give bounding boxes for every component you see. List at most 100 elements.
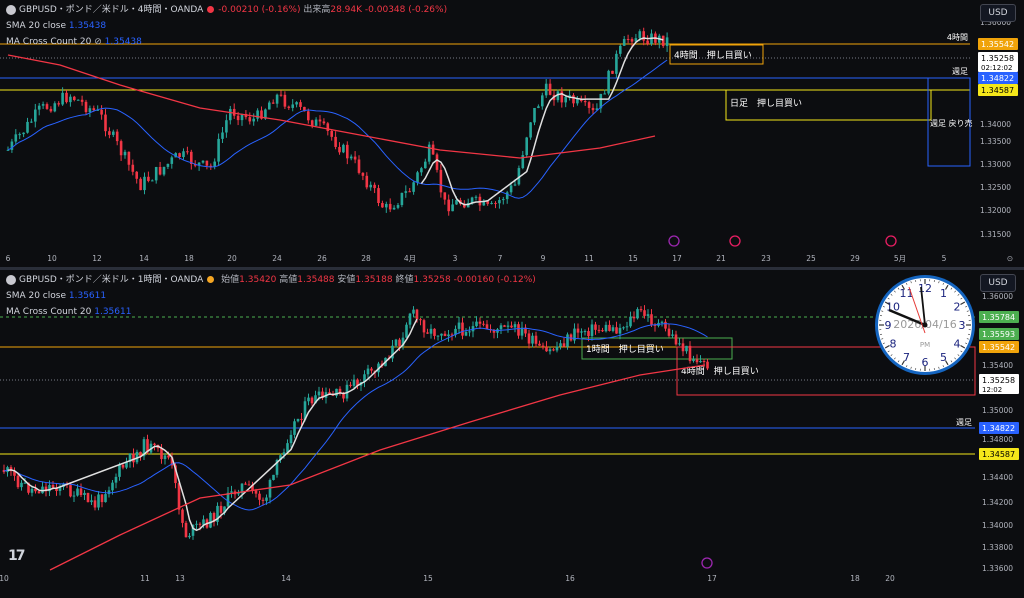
candle-4h-candle[interactable] bbox=[588, 102, 591, 108]
candle-1h-candle[interactable] bbox=[272, 475, 275, 480]
candle-4h-candle[interactable] bbox=[607, 71, 610, 94]
candle-1h-candle[interactable] bbox=[514, 324, 517, 327]
candle-4h-candle[interactable] bbox=[116, 132, 119, 141]
candle-4h-candle[interactable] bbox=[256, 110, 259, 118]
candle-1h-candle[interactable] bbox=[24, 483, 27, 484]
candle-1h-candle[interactable] bbox=[199, 524, 202, 525]
candle-4h-candle[interactable] bbox=[541, 95, 544, 106]
candle-4h-candle[interactable] bbox=[405, 191, 408, 193]
candle-1h-candle[interactable] bbox=[433, 329, 436, 336]
candle-1h-candle[interactable] bbox=[475, 322, 478, 326]
candle-4h-candle[interactable] bbox=[642, 31, 645, 40]
candle-1h-candle[interactable] bbox=[423, 320, 426, 332]
candle-4h-candle[interactable] bbox=[237, 116, 240, 120]
candle-4h-candle[interactable] bbox=[151, 180, 154, 181]
candle-1h-candle[interactable] bbox=[626, 326, 629, 327]
economic-event-icon[interactable] bbox=[730, 236, 740, 246]
candle-1h-candle[interactable] bbox=[367, 369, 370, 375]
candle-1h-candle[interactable] bbox=[255, 491, 258, 494]
candle-4h-candle[interactable] bbox=[73, 97, 76, 100]
candle-1h-candle[interactable] bbox=[419, 319, 422, 320]
candle-4h-candle[interactable] bbox=[268, 103, 271, 110]
candle-4h-candle[interactable] bbox=[100, 110, 103, 115]
indicator-sma-1h[interactable]: SMA 20 close 1.35611 bbox=[6, 290, 106, 303]
candle-1h-candle[interactable] bbox=[542, 346, 545, 347]
candle-4h-candle[interactable] bbox=[354, 157, 357, 160]
candle-1h-candle[interactable] bbox=[90, 500, 93, 502]
candle-4h-candle[interactable] bbox=[572, 95, 575, 103]
candle-1h-candle[interactable] bbox=[101, 495, 104, 503]
candle-1h-candle[interactable] bbox=[300, 419, 303, 420]
candle-4h-candle[interactable] bbox=[69, 97, 72, 102]
candle-1h-candle[interactable] bbox=[556, 347, 559, 351]
candle-1h-candle[interactable] bbox=[503, 325, 506, 327]
candle-1h-candle[interactable] bbox=[703, 361, 706, 362]
candle-1h-candle[interactable] bbox=[678, 343, 681, 344]
candle-4h-candle[interactable] bbox=[315, 120, 318, 126]
candle-4h-candle[interactable] bbox=[366, 176, 369, 188]
candle-4h-candle[interactable] bbox=[108, 131, 111, 135]
candle-1h-candle[interactable] bbox=[80, 488, 83, 495]
candle-1h-candle[interactable] bbox=[311, 398, 314, 404]
candle-4h-candle[interactable] bbox=[46, 104, 49, 109]
candle-1h-candle[interactable] bbox=[52, 485, 55, 488]
candle-1h-candle[interactable] bbox=[230, 491, 233, 492]
candle-4h-candle[interactable] bbox=[502, 199, 505, 200]
candle-1h-candle[interactable] bbox=[38, 491, 41, 493]
candle-1h-candle[interactable] bbox=[426, 332, 429, 333]
candle-1h-candle[interactable] bbox=[115, 477, 118, 483]
candle-4h-candle[interactable] bbox=[7, 150, 10, 151]
candle-4h-candle[interactable] bbox=[646, 41, 649, 44]
symbol-title[interactable]: GBPUSD・ポンド／米ドル・1時間・OANDA bbox=[19, 275, 203, 285]
candle-1h-candle[interactable] bbox=[416, 310, 419, 320]
candle-4h-candle[interactable] bbox=[373, 185, 376, 188]
candle-1h-candle[interactable] bbox=[265, 498, 268, 501]
candle-1h-candle[interactable] bbox=[479, 322, 482, 324]
candle-1h-candle[interactable] bbox=[69, 485, 72, 496]
candle-4h-candle[interactable] bbox=[401, 193, 404, 205]
candle-1h-candle[interactable] bbox=[227, 493, 230, 507]
candle-1h-candle[interactable] bbox=[584, 331, 587, 332]
candle-1h-candle[interactable] bbox=[531, 336, 534, 344]
candle-4h-candle[interactable] bbox=[61, 93, 64, 105]
candle-1h-candle[interactable] bbox=[650, 314, 653, 325]
candle-4h-candle[interactable] bbox=[299, 102, 302, 107]
candle-4h-candle[interactable] bbox=[627, 39, 630, 40]
candle-4h-candle[interactable] bbox=[34, 110, 37, 122]
candle-4h-candle[interactable] bbox=[549, 84, 552, 95]
candle-1h-candle[interactable] bbox=[447, 334, 450, 336]
candle-4h-candle[interactable] bbox=[603, 93, 606, 94]
candle-4h-candle[interactable] bbox=[447, 200, 450, 212]
indicator-macross-1h[interactable]: MA Cross Count 20 1.35611 bbox=[6, 306, 131, 319]
candle-4h-candle[interactable] bbox=[202, 161, 205, 163]
candle-1h-candle[interactable] bbox=[237, 493, 240, 494]
candle-1h-candle[interactable] bbox=[17, 476, 20, 487]
currency-button[interactable]: USD bbox=[980, 4, 1016, 22]
candle-4h-candle[interactable] bbox=[50, 109, 53, 111]
candle-4h-candle[interactable] bbox=[213, 162, 216, 167]
candle-1h-candle[interactable] bbox=[153, 444, 156, 445]
candle-4h-candle[interactable] bbox=[639, 31, 642, 38]
candle-1h-candle[interactable] bbox=[461, 323, 464, 336]
indicator-macross-4h[interactable]: MA Cross Count 20 ⊘ 1.35438 bbox=[6, 36, 142, 49]
candle-1h-candle[interactable] bbox=[647, 314, 650, 316]
candle-4h-candle[interactable] bbox=[584, 101, 587, 102]
candle-1h-candle[interactable] bbox=[440, 334, 443, 336]
candle-4h-candle[interactable] bbox=[311, 120, 314, 125]
candle-4h-candle[interactable] bbox=[276, 95, 279, 104]
candle-1h-candle[interactable] bbox=[619, 328, 622, 334]
candle-1h-candle[interactable] bbox=[430, 329, 433, 334]
candle-1h-candle[interactable] bbox=[444, 334, 447, 336]
candle-4h-candle[interactable] bbox=[143, 177, 146, 190]
candle-1h-candle[interactable] bbox=[412, 310, 415, 314]
candle-4h-candle[interactable] bbox=[330, 131, 333, 137]
candle-4h-candle[interactable] bbox=[171, 157, 174, 164]
candle-4h-candle[interactable] bbox=[451, 204, 454, 211]
candle-4h-candle[interactable] bbox=[412, 182, 415, 192]
candle-1h-candle[interactable] bbox=[608, 325, 611, 331]
candle-4h-candle[interactable] bbox=[545, 84, 548, 96]
candle-1h-candle[interactable] bbox=[664, 322, 667, 329]
candle-1h-candle[interactable] bbox=[559, 343, 562, 346]
candle-1h-candle[interactable] bbox=[577, 329, 580, 333]
candle-1h-candle[interactable] bbox=[482, 324, 485, 325]
